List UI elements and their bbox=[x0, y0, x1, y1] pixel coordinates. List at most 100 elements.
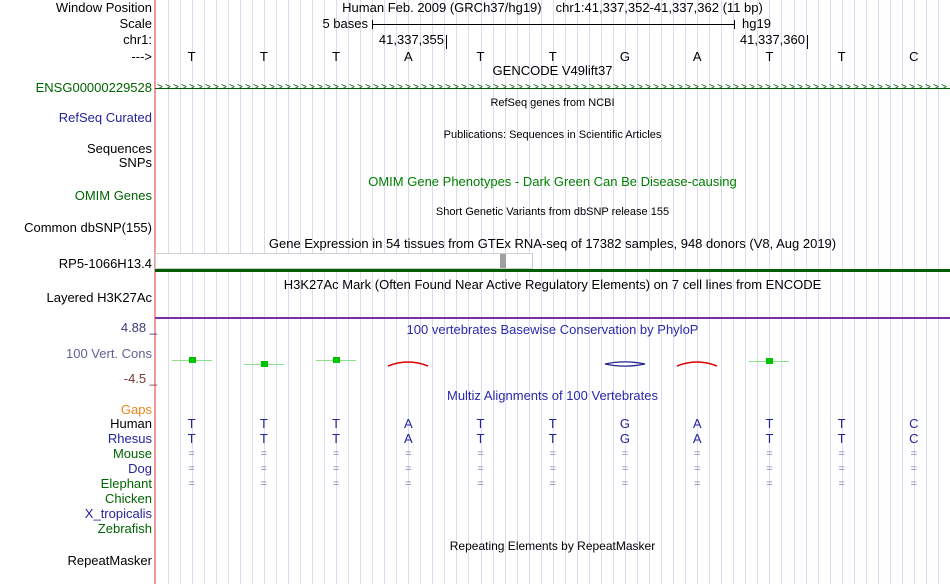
alignment-cell: = bbox=[188, 463, 195, 475]
track-title-publications[interactable]: Publications: Sequences in Scientific Ar… bbox=[443, 129, 662, 141]
common-dbsnp-label[interactable]: Common dbSNP(155) bbox=[24, 220, 152, 235]
strand-chevron: > bbox=[453, 82, 459, 93]
strand-chevron: > bbox=[805, 82, 811, 93]
grid-line bbox=[829, 0, 831, 584]
alignment-cell: = bbox=[621, 463, 629, 475]
strand-chevron: > bbox=[261, 82, 267, 93]
grid-line bbox=[396, 0, 398, 584]
alignment-cell: = bbox=[766, 448, 773, 460]
multiz-species-label-zebrafish[interactable]: Zebrafish bbox=[97, 521, 152, 536]
alignment-cell: A bbox=[403, 416, 413, 431]
strand-chevron: > bbox=[445, 82, 451, 93]
strand-chevron: > bbox=[461, 82, 467, 93]
alignment-cell: = bbox=[477, 478, 484, 490]
strand-chevron: > bbox=[437, 82, 443, 93]
strand-chevron: > bbox=[717, 82, 723, 93]
layered-h3k27ac-label[interactable]: Layered H3K27Ac bbox=[46, 290, 152, 305]
sequences-label[interactable]: Sequences bbox=[86, 141, 152, 156]
track-title-multiz[interactable]: Multiz Alignments of 100 Vertebrates bbox=[446, 388, 658, 403]
strand-chevron: > bbox=[941, 82, 947, 93]
strand-chevron: > bbox=[861, 82, 867, 93]
grid-line bbox=[468, 0, 470, 584]
conservation-track-label[interactable]: 100 Vert. Cons bbox=[66, 346, 152, 361]
gtex-gene-model-line[interactable] bbox=[155, 269, 950, 272]
gtex-expression-bar[interactable] bbox=[500, 254, 506, 268]
strand-chevron: > bbox=[373, 82, 379, 93]
alignment-cell: = bbox=[549, 478, 556, 490]
grid-line bbox=[733, 0, 735, 584]
strand-chevron: > bbox=[221, 82, 227, 93]
base-letter: T bbox=[332, 49, 341, 64]
track-title-repeatmasker[interactable]: Repeating Elements by RepeatMasker bbox=[449, 539, 656, 553]
strand-chevron: > bbox=[725, 82, 731, 93]
alignment-cell: T bbox=[187, 416, 196, 431]
multiz-species-label-rhesus[interactable]: Rhesus bbox=[107, 431, 152, 446]
omim-genes-label[interactable]: OMIM Genes bbox=[74, 188, 152, 203]
grid-line bbox=[576, 0, 578, 584]
gtex-expression-box[interactable] bbox=[155, 253, 533, 269]
alignment-cell: T bbox=[765, 416, 774, 431]
h3k27ac-baseline bbox=[155, 317, 950, 319]
multiz-species-label-chicken[interactable]: Chicken bbox=[105, 491, 152, 506]
strand-chevron: > bbox=[485, 82, 491, 93]
alignment-cell: = bbox=[477, 463, 484, 475]
strand-chevron: > bbox=[565, 82, 571, 93]
grid-line bbox=[239, 0, 241, 584]
multiz-species-label-dog[interactable]: Dog bbox=[128, 461, 152, 476]
strand-chevron: > bbox=[741, 82, 747, 93]
strand-chevron: > bbox=[493, 82, 499, 93]
grid-line bbox=[709, 0, 711, 584]
conservation-min-value: -4.5 _ bbox=[123, 371, 157, 386]
gencode-gene-label[interactable]: ENSG00000229528 bbox=[35, 80, 152, 95]
cons-mark-near-zero bbox=[602, 356, 648, 374]
strand-chevron: > bbox=[917, 82, 923, 93]
strand-chevron: > bbox=[637, 82, 643, 93]
grid-line bbox=[203, 0, 205, 584]
cons-mark-negative bbox=[386, 355, 430, 373]
grid-line bbox=[637, 0, 638, 584]
multiz-species-label-x_tropicalis[interactable]: X_tropicalis bbox=[84, 506, 152, 521]
track-title-conservation[interactable]: 100 vertebrates Basewise Conservation by… bbox=[406, 322, 699, 337]
strand-chevron: > bbox=[245, 82, 251, 93]
multiz-species-label-elephant[interactable]: Elephant bbox=[100, 476, 152, 491]
scale-value: 5 bases bbox=[322, 16, 368, 31]
alignment-cell: T bbox=[259, 431, 268, 446]
strand-chevron: > bbox=[557, 82, 563, 93]
track-title-gencode[interactable]: GENCODE V49lift37 bbox=[492, 63, 613, 78]
track-title-gtex[interactable]: Gene Expression in 54 tissues from GTEx … bbox=[268, 236, 837, 251]
snps-label[interactable]: SNPs bbox=[118, 155, 152, 170]
strand-chevron: > bbox=[349, 82, 355, 93]
refseq-curated-label[interactable]: RefSeq Curated bbox=[58, 110, 152, 125]
strand-chevron: > bbox=[653, 82, 659, 93]
track-title-omim[interactable]: OMIM Gene Phenotypes - Dark Green Can Be… bbox=[368, 174, 737, 189]
grid-line bbox=[841, 0, 843, 584]
gtex-gene-label[interactable]: RP5-1066H13.4 bbox=[58, 256, 152, 271]
repeatmasker-label[interactable]: RepeatMasker bbox=[67, 553, 152, 568]
track-title-h3k27ac[interactable]: H3K27Ac Mark (Often Found Near Active Re… bbox=[283, 277, 822, 292]
strand-chevron: > bbox=[285, 82, 291, 93]
window-position-label: Window Position bbox=[55, 0, 152, 15]
alignment-cell: = bbox=[405, 463, 412, 475]
multiz-species-label-human[interactable]: Human bbox=[110, 416, 152, 431]
gencode-gene-arrows[interactable]: > > > > > > > > > > > > > > > > > > > > > > > > > > > > > > > > > > > > > > > >… bbox=[155, 82, 950, 94]
cons-mark-negative bbox=[675, 355, 719, 373]
strand-chevron: > bbox=[901, 82, 907, 93]
alignment-cell: = bbox=[405, 448, 412, 460]
multiz-species-label-mouse[interactable]: Mouse bbox=[112, 446, 152, 461]
cons-mark-positive bbox=[333, 357, 341, 363]
alignment-cell: T bbox=[259, 416, 268, 431]
grid-line bbox=[564, 0, 566, 584]
alignment-cell: = bbox=[838, 463, 845, 475]
multiz-species-label-gaps[interactable]: Gaps bbox=[120, 402, 152, 417]
alignment-cell: = bbox=[910, 463, 918, 475]
strand-chevron: > bbox=[269, 82, 275, 93]
track-title-refseq[interactable]: RefSeq genes from NCBI bbox=[490, 97, 615, 109]
chromosome-label: chr1: bbox=[123, 32, 152, 47]
strand-chevron: > bbox=[773, 82, 779, 93]
track-title-dbsnp[interactable]: Short Genetic Variants from dbSNP releas… bbox=[435, 206, 670, 218]
strand-chevron: > bbox=[581, 82, 587, 93]
alignment-cell: = bbox=[621, 448, 629, 460]
strand-chevron: > bbox=[325, 82, 331, 93]
strand-chevron: > bbox=[781, 82, 787, 93]
strand-chevron: > bbox=[317, 82, 323, 93]
